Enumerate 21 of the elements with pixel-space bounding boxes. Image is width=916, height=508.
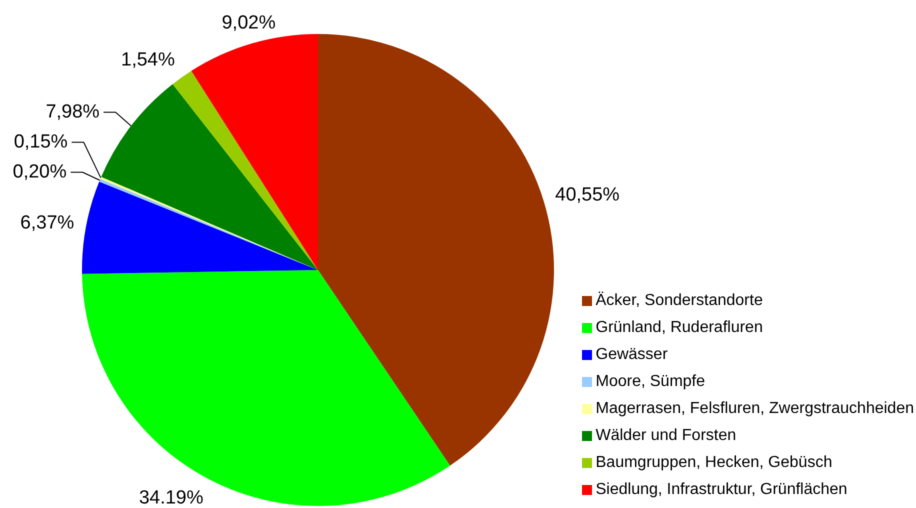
pie-slice bbox=[172, 70, 318, 270]
data-label: 7,98% bbox=[46, 102, 100, 123]
pie-slice bbox=[82, 270, 450, 506]
data-label: 40,55% bbox=[555, 184, 620, 206]
data-label: 0,15% bbox=[14, 132, 68, 153]
data-label: 6,37% bbox=[20, 212, 74, 234]
data-label: 0,20% bbox=[12, 162, 67, 183]
data-label: 9,02% bbox=[222, 12, 276, 34]
legend-label: Gewässer bbox=[596, 346, 668, 364]
legend-label: Siedlung, Infrastruktur, Grünflächen bbox=[596, 480, 848, 499]
legend-label: Äcker, Sonderstandorte bbox=[596, 292, 763, 310]
legend-label: Grünland, Ruderafluren bbox=[596, 319, 763, 338]
legend-label: Magerrasen, Felsfluren, Zwergstrauchheiden bbox=[596, 400, 914, 418]
pie-slice bbox=[101, 84, 318, 270]
data-label: 1,54% bbox=[121, 50, 175, 71]
pie-slice bbox=[318, 34, 554, 466]
legend-label: Wälder und Forsten bbox=[596, 426, 736, 445]
pie-slice bbox=[191, 34, 318, 270]
legend-label: Moore, Sümpfe bbox=[596, 372, 706, 391]
legend-label: Baumgruppen, Hecken, Gebüsch bbox=[596, 454, 832, 472]
data-label: 34.19% bbox=[138, 487, 204, 508]
